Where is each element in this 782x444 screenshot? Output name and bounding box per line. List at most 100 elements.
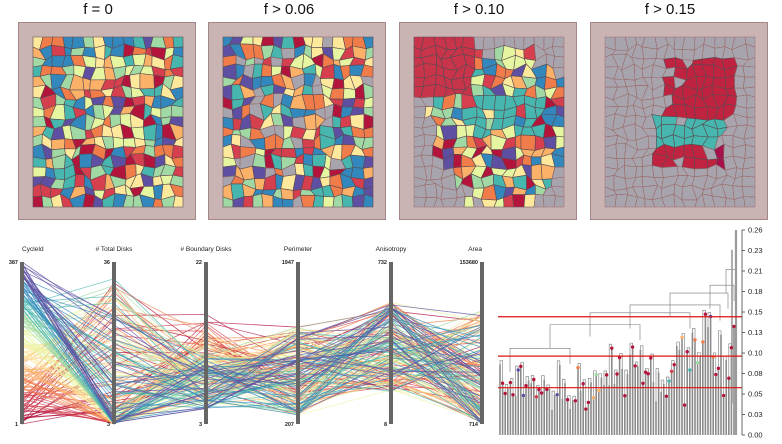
dendrogram-node — [716, 366, 721, 371]
map-cell — [222, 165, 237, 178]
pc-axis-min: 3 — [107, 422, 110, 428]
dendrogram-node — [581, 381, 585, 386]
pc-axes: CycleId 387 1 # Total Disks 36 3 # Boundary Di… — [9, 246, 484, 428]
threshold-lines — [498, 316, 742, 389]
pc-axis-min: 714 — [469, 422, 479, 428]
dendrogram-link — [530, 375, 535, 384]
pc-axis-label: Perimeter — [284, 246, 313, 253]
pc-line — [21, 278, 483, 423]
dendrogram-node — [521, 393, 526, 398]
pc-line — [21, 280, 483, 387]
pc-axis-max: 387 — [9, 260, 18, 266]
pc-line — [21, 283, 483, 385]
y-axis-tick-label: 0.21 — [748, 267, 763, 276]
dendrogram-link — [549, 324, 641, 349]
pc-line — [21, 263, 483, 422]
dendrogram-node — [643, 370, 648, 374]
map-cell — [329, 87, 345, 100]
y-axis-tick-label: 0.00 — [748, 431, 763, 440]
dendrogram-node — [685, 350, 689, 354]
panel-title-f006: f > 0.06 — [263, 1, 315, 18]
dendrogram-link — [515, 365, 519, 396]
map-cell — [352, 97, 366, 109]
map-cell — [261, 193, 274, 208]
pc-line — [21, 261, 483, 424]
y-axis-tick-label: 0.10 — [748, 349, 763, 358]
map-cell — [493, 95, 507, 111]
dendrogram-link — [624, 369, 628, 396]
map-cell — [470, 83, 485, 97]
dendrogram-link — [686, 347, 691, 371]
dendrogram-link — [541, 375, 545, 393]
pc-line — [21, 265, 483, 394]
dendrogram-node — [594, 372, 598, 377]
dendrogram-node — [545, 387, 549, 392]
pc-axis-min: 8 — [384, 422, 387, 428]
pc-line — [21, 284, 483, 425]
dendrogram-node — [584, 407, 588, 411]
dendrogram-link — [614, 369, 618, 384]
dendrogram-link — [567, 395, 571, 409]
dendrogram-link — [629, 342, 633, 355]
dendrogram-node — [732, 324, 736, 329]
dendrogram-node — [516, 368, 520, 372]
map-cell — [350, 154, 366, 169]
y-axis-tick-label: 0.08 — [748, 369, 763, 378]
map-panel-f010 — [399, 22, 577, 220]
dendrogram-node — [586, 400, 591, 405]
dendrogram-link — [588, 378, 592, 403]
pc-line — [21, 276, 483, 385]
map-cell — [311, 36, 324, 48]
y-axis-tick-label: 0.18 — [748, 287, 763, 296]
dendrogram-node — [615, 372, 619, 376]
dendrogram-node — [721, 393, 726, 398]
pc-line — [21, 312, 483, 425]
map-cell — [122, 137, 136, 148]
pc-line — [21, 310, 483, 416]
dendrogram-node — [591, 395, 596, 400]
map-cell — [129, 73, 141, 90]
pc-line — [21, 326, 483, 425]
cell-mosaic-f006 — [222, 36, 374, 208]
map-cell — [661, 115, 678, 126]
cell-mosaic-f0 — [32, 36, 184, 208]
dendrogram-node — [537, 387, 541, 392]
map-cell — [693, 106, 709, 121]
pc-line — [21, 291, 483, 396]
panel-title-f0: f = 0 — [83, 1, 113, 18]
map-cell — [694, 157, 709, 170]
map-cell — [521, 154, 532, 166]
pc-axis-label: # Boundary Disks — [181, 246, 233, 253]
map-cell — [242, 195, 254, 208]
map-cell — [322, 196, 335, 208]
map-cell-edge — [553, 195, 565, 208]
map-cell — [95, 57, 105, 69]
dendrogram-node — [623, 394, 627, 398]
y-axis-tick-label: 0.03 — [748, 410, 763, 419]
map-cell — [523, 193, 536, 208]
dendrogram-link — [577, 363, 581, 391]
pc-axis-max: 732 — [378, 260, 387, 266]
pc-line — [21, 310, 483, 419]
map-cell-edge — [743, 196, 756, 208]
y-axis: 0.26 0.23 0.21 0.18 0.15 0.13 0.10 0.08 0.05 0.03… — [741, 226, 763, 440]
map-cell — [50, 138, 66, 151]
map-cell — [534, 96, 547, 109]
pc-line — [21, 271, 483, 413]
map-cell — [312, 153, 327, 168]
dendrogram-node — [672, 362, 676, 367]
dendrogram-link — [660, 379, 665, 393]
map-cell — [303, 113, 317, 130]
pc-axis-min: 207 — [285, 422, 294, 428]
cell-mosaic-f010 — [413, 36, 565, 208]
dendrogram-node — [729, 346, 734, 350]
dendrogram-link — [504, 384, 509, 394]
dendrogram-link — [525, 376, 529, 386]
map-cell — [331, 77, 345, 90]
dendrogram-node — [695, 360, 700, 365]
dendrogram-link — [640, 345, 644, 384]
dendrogram-link — [681, 333, 685, 406]
pc-line — [21, 275, 483, 393]
dendrogram-node — [646, 372, 650, 376]
dendrogram-link — [725, 269, 737, 294]
